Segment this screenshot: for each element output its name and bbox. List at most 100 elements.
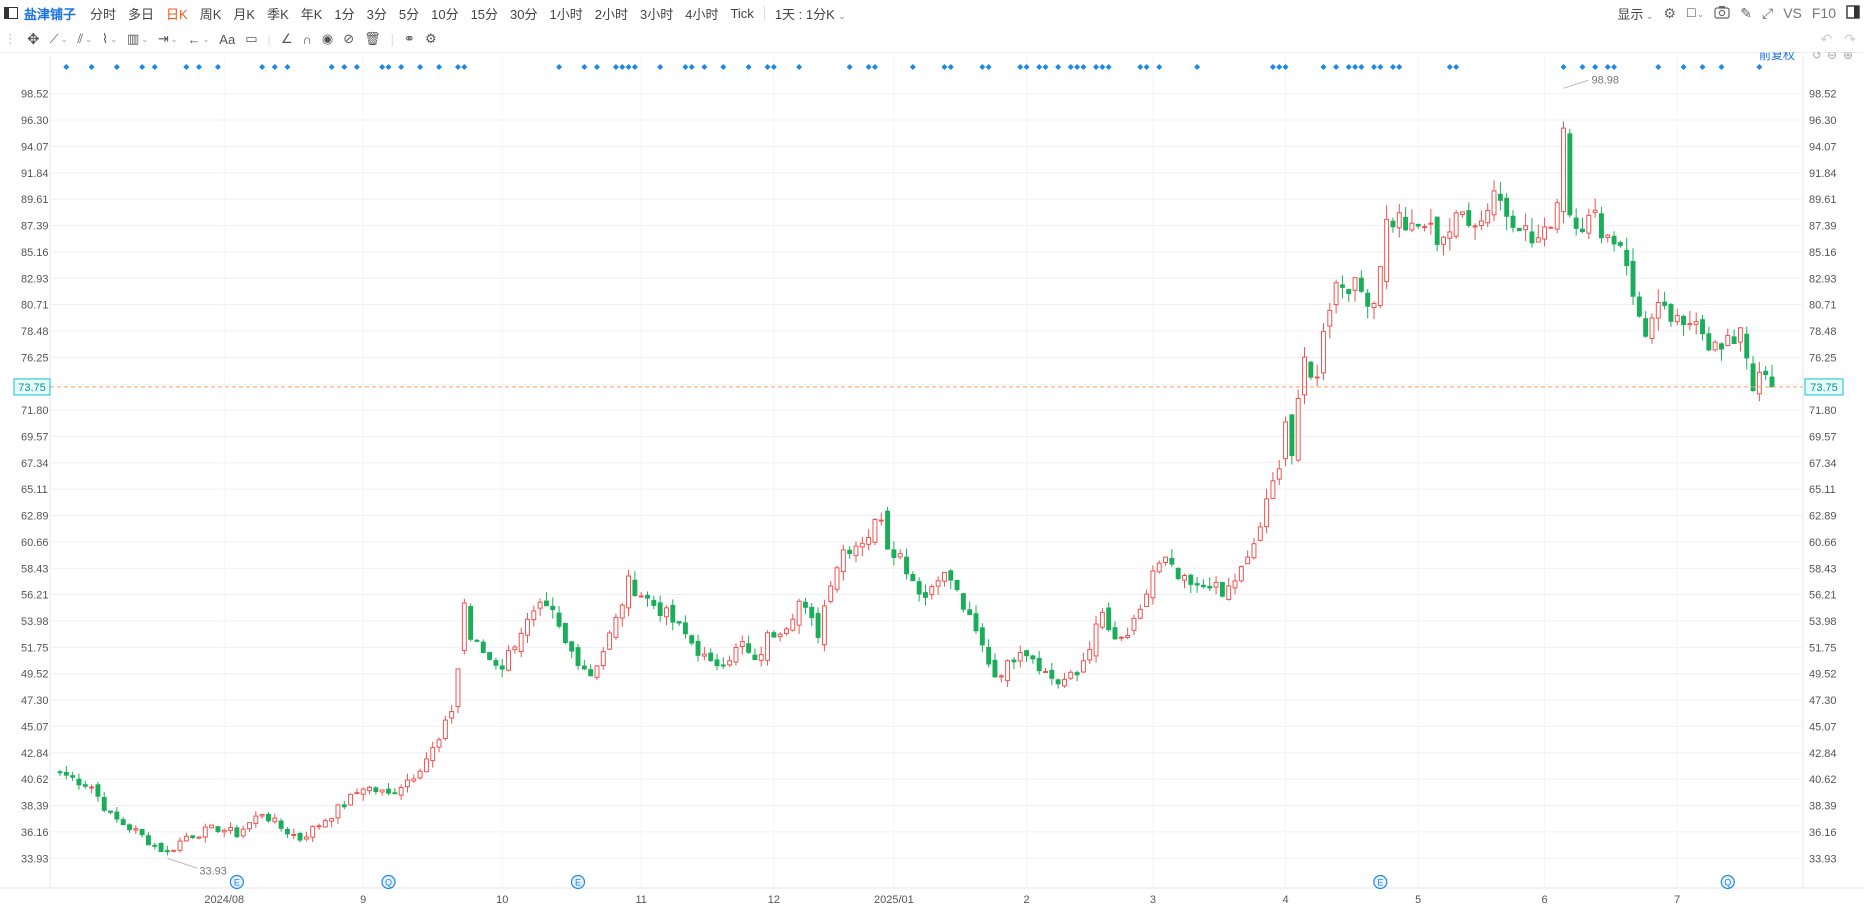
layout-icon[interactable]: ☐⌄ bbox=[1685, 6, 1705, 20]
candle bbox=[1605, 233, 1611, 243]
candle bbox=[284, 826, 290, 839]
candle bbox=[1624, 237, 1630, 276]
period-tab[interactable]: 3小时 bbox=[639, 6, 674, 22]
panel-right-icon[interactable] bbox=[1846, 4, 1860, 22]
candle bbox=[1630, 248, 1636, 305]
period-tab[interactable]: 年K bbox=[300, 6, 323, 22]
move-icon[interactable]: ✥ bbox=[27, 31, 40, 48]
candle-body bbox=[89, 786, 95, 789]
candle bbox=[664, 605, 669, 626]
range-selector[interactable]: 1天 : 1分K ⌄ bbox=[775, 4, 846, 23]
candle-body bbox=[512, 646, 518, 651]
period-tab[interactable]: 季K bbox=[267, 6, 289, 22]
period-tab[interactable]: 30分 bbox=[510, 6, 538, 22]
candle bbox=[923, 584, 928, 606]
candle bbox=[70, 771, 76, 782]
angle-icon[interactable]: ∠ bbox=[280, 31, 293, 46]
candle bbox=[1283, 416, 1289, 467]
y-tick-label: 78.48 bbox=[1809, 326, 1837, 338]
candle bbox=[588, 664, 594, 677]
gear-icon[interactable]: ⚙ bbox=[1663, 4, 1676, 21]
candle-body bbox=[253, 815, 259, 824]
measure-tool-icon[interactable]: ⇥ ⌄ bbox=[157, 31, 178, 46]
candle-body bbox=[1415, 223, 1421, 227]
candle-body bbox=[1055, 679, 1061, 685]
settings-icon[interactable]: ⚙ bbox=[424, 31, 437, 46]
candle bbox=[1719, 342, 1724, 361]
candlestick-chart[interactable]: 98.52 96.30 94.07 91.84 89.61 87.39 85.16 82.93… bbox=[0, 52, 1864, 910]
zoom-out-icon[interactable]: ⊖ bbox=[1827, 52, 1837, 62]
signal-diamond bbox=[1137, 64, 1144, 70]
magnet-icon[interactable]: ∩ bbox=[302, 31, 312, 47]
candle-body bbox=[284, 828, 290, 835]
candle-body bbox=[1264, 498, 1270, 528]
y-tick-label: 58.43 bbox=[21, 563, 49, 575]
vs-button[interactable]: VS bbox=[1783, 5, 1802, 21]
link-icon[interactable]: ⚭ bbox=[404, 31, 415, 46]
candle bbox=[739, 635, 745, 655]
fib-tool-icon[interactable]: ▥ ⌄ bbox=[126, 31, 148, 46]
candle bbox=[1700, 314, 1705, 341]
candle-body bbox=[215, 826, 221, 832]
candle bbox=[1321, 323, 1326, 381]
candle bbox=[638, 592, 644, 598]
candle-body bbox=[1681, 315, 1687, 326]
period-tab[interactable]: 1分 bbox=[334, 6, 355, 22]
adjust-label[interactable]: 前复权 bbox=[1759, 52, 1795, 62]
period-tab[interactable]: 2小时 bbox=[594, 6, 628, 22]
candle bbox=[1213, 575, 1219, 595]
period-tab[interactable]: 15分 bbox=[470, 6, 499, 22]
period-tab[interactable]: 4小时 bbox=[685, 6, 719, 22]
line-tool-icon[interactable]: ⟋ ⌄ bbox=[49, 31, 68, 46]
stock-name[interactable]: 盐津铺子 bbox=[24, 6, 77, 22]
wave-tool-icon[interactable]: ⌇ ⌄ bbox=[101, 31, 117, 46]
event-marker-label: Q bbox=[385, 878, 392, 888]
arrow-tool-icon[interactable]: ← ⌄ bbox=[187, 31, 210, 47]
trash-icon[interactable]: 🗑 bbox=[364, 31, 381, 46]
candle-body bbox=[872, 519, 878, 543]
candle bbox=[145, 832, 151, 846]
signal-diamond bbox=[183, 64, 190, 70]
period-tab[interactable]: 周K bbox=[199, 6, 222, 22]
fullscreen-icon[interactable]: ⤢ bbox=[1761, 4, 1774, 21]
text-tool-icon[interactable]: Aa bbox=[219, 31, 236, 47]
candle-body bbox=[626, 575, 632, 609]
signal-diamond bbox=[1017, 64, 1024, 70]
period-tab[interactable]: 1小时 bbox=[549, 6, 583, 22]
pencil-icon[interactable]: ✎ bbox=[1740, 4, 1752, 21]
period-tab[interactable]: Tick bbox=[730, 5, 754, 21]
candle bbox=[76, 773, 82, 790]
undo-icon[interactable]: ↶ bbox=[1820, 30, 1833, 47]
candle bbox=[1485, 203, 1491, 228]
candle-body bbox=[1093, 623, 1099, 657]
period-tab[interactable]: 多日 bbox=[128, 6, 155, 22]
candle bbox=[1270, 472, 1276, 499]
candle-body bbox=[108, 810, 113, 813]
y-tick-label: 58.43 bbox=[1809, 563, 1837, 575]
eye-icon[interactable]: ◉ bbox=[321, 31, 334, 46]
period-tab[interactable]: 5分 bbox=[398, 6, 420, 22]
comment-icon[interactable]: ▭ bbox=[245, 31, 258, 46]
display-menu[interactable]: 显示 ⌄ bbox=[1617, 4, 1653, 23]
camera-icon[interactable] bbox=[1714, 5, 1730, 22]
signal-diamond bbox=[556, 64, 563, 70]
candle bbox=[1302, 347, 1307, 405]
candle-body bbox=[859, 542, 865, 548]
reset-icon[interactable]: ↺ bbox=[1812, 52, 1822, 62]
event-marker: Q bbox=[381, 874, 396, 890]
drag-handle-icon[interactable]: ⋮ bbox=[4, 31, 17, 46]
candle bbox=[247, 821, 252, 832]
channel-tool-icon[interactable]: ⫽ ⌄ bbox=[77, 31, 92, 46]
period-tab[interactable]: 月K bbox=[233, 6, 256, 22]
f10-button[interactable]: F10 bbox=[1811, 5, 1836, 21]
divider: | bbox=[390, 31, 395, 47]
zoom-in-icon[interactable]: ⊕ bbox=[1843, 52, 1853, 62]
period-tab[interactable]: 日K bbox=[166, 6, 188, 22]
period-tab[interactable]: 3分 bbox=[366, 6, 387, 22]
sidebar-toggle-icon[interactable] bbox=[4, 7, 18, 19]
hide-icon[interactable]: ⊘ bbox=[343, 31, 355, 46]
signal-diamond bbox=[985, 64, 992, 70]
period-tab[interactable]: 分时 bbox=[90, 6, 117, 22]
period-tab[interactable]: 10分 bbox=[431, 6, 459, 22]
redo-icon[interactable]: ↷ bbox=[1844, 30, 1856, 47]
